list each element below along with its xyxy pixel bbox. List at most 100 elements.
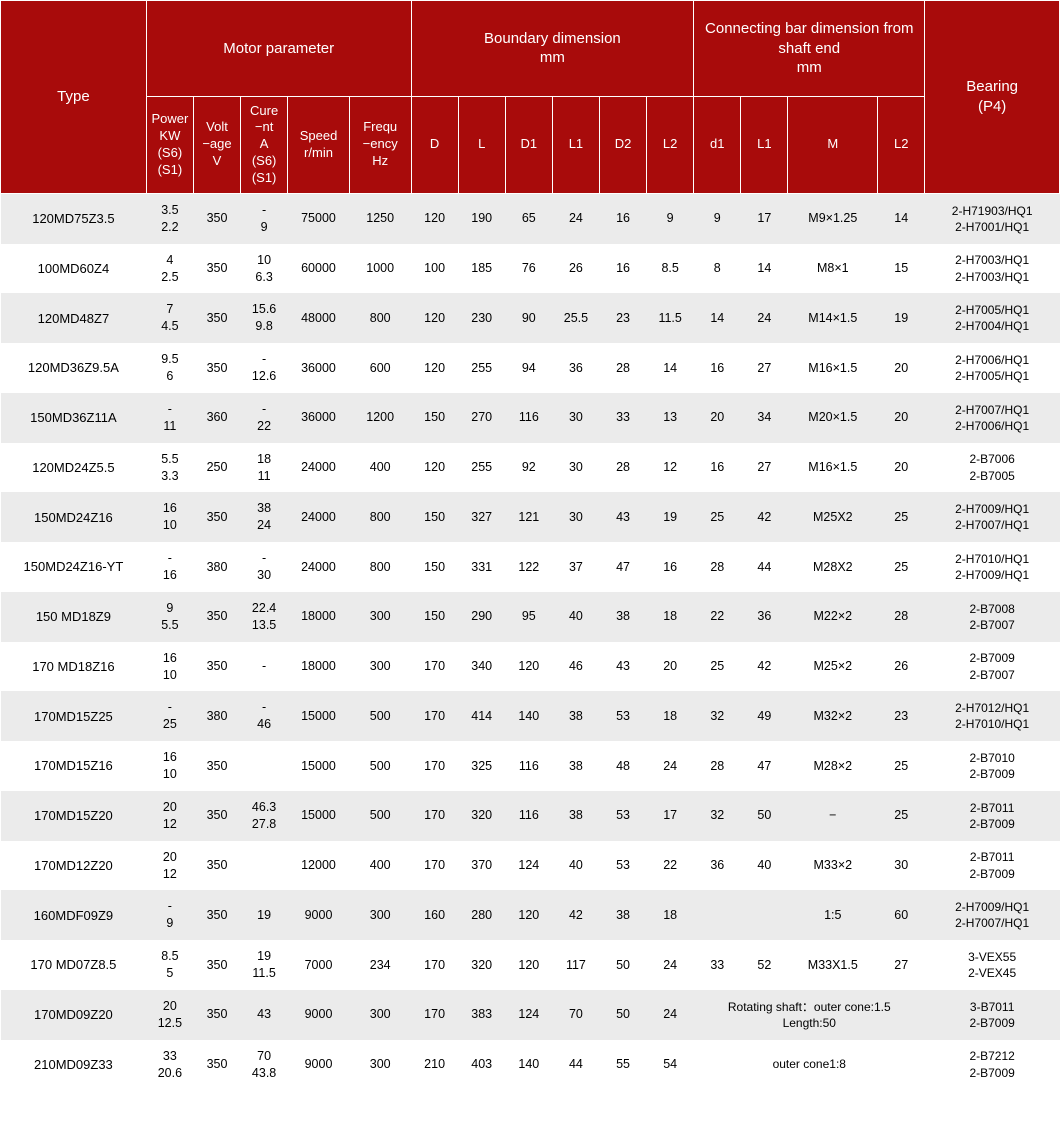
table-header: Type Motor parameter Boundary dimensionm…: [1, 1, 1060, 194]
cell: 25: [878, 791, 925, 841]
cell-note: Rotating shaft：outer cone:1.5Length:50: [694, 990, 925, 1040]
cell: 42: [552, 890, 599, 940]
header-boundary-group: Boundary dimensionmm: [411, 1, 694, 97]
cell: 327: [458, 492, 505, 542]
cell: 500: [349, 791, 411, 841]
header-d1: d1: [694, 96, 741, 193]
cell: 36: [741, 592, 788, 642]
cell: 9000: [288, 890, 350, 940]
cell: 380: [193, 542, 240, 592]
cell: 170 MD18Z16: [1, 642, 147, 692]
table-row: 170MD12Z20201235012000400170370124405322…: [1, 841, 1060, 891]
cell: 70: [552, 990, 599, 1040]
cell: 350: [193, 244, 240, 294]
cell: 2-B70112-B7009: [925, 791, 1060, 841]
cell: 350: [193, 193, 240, 243]
cell: 350: [193, 990, 240, 1040]
cell: 270: [458, 393, 505, 443]
table-row: 150MD24Z16-YT-16380-30240008001503311223…: [1, 542, 1060, 592]
cell: 1610: [146, 642, 193, 692]
cell: 2012.5: [146, 990, 193, 1040]
cell: 16: [647, 542, 694, 592]
cell: 24: [552, 193, 599, 243]
header-L2b: L2: [647, 96, 694, 193]
cell: 290: [458, 592, 505, 642]
cell: M28×2: [788, 741, 878, 791]
cell: 16: [694, 443, 741, 493]
cell: 150: [411, 492, 458, 542]
cell: 17: [741, 193, 788, 243]
cell: 20: [878, 393, 925, 443]
cell: 90: [505, 293, 552, 343]
table-row: 120MD48Z774.535015.69.848000800120230902…: [1, 293, 1060, 343]
cell: 370: [458, 841, 505, 891]
motor-spec-table: Type Motor parameter Boundary dimensionm…: [0, 0, 1060, 1089]
cell: 120MD48Z7: [1, 293, 147, 343]
cell: 383: [458, 990, 505, 1040]
cell: 44: [741, 542, 788, 592]
cell: 95: [505, 592, 552, 642]
cell: -22: [241, 393, 288, 443]
cell: 350: [193, 343, 240, 393]
cell: 20: [694, 393, 741, 443]
cell: 95.5: [146, 592, 193, 642]
cell: 2-H7012/HQ12-H7010/HQ1: [925, 691, 1060, 741]
cell: 2012: [146, 791, 193, 841]
cell: 300: [349, 890, 411, 940]
cell: 1610: [146, 492, 193, 542]
cell: 40: [552, 592, 599, 642]
cell: 53: [599, 791, 646, 841]
cell: 42: [741, 642, 788, 692]
table-row: 170MD15Z20201235046.327.8150005001703201…: [1, 791, 1060, 841]
cell: [694, 890, 741, 940]
cell: 230: [458, 293, 505, 343]
cell: 36000: [288, 343, 350, 393]
cell: -: [241, 642, 288, 692]
cell: 2-B72122-B7009: [925, 1040, 1060, 1090]
cell: 28: [878, 592, 925, 642]
cell: 42: [741, 492, 788, 542]
cell: 100MD60Z4: [1, 244, 147, 294]
cell: M14×1.5: [788, 293, 878, 343]
cell: 350: [193, 890, 240, 940]
cell: 18000: [288, 592, 350, 642]
cell: 9: [694, 193, 741, 243]
header-volt: Volt−ageV: [193, 96, 240, 193]
cell: 38: [599, 890, 646, 940]
cell: 500: [349, 691, 411, 741]
cell: 47: [741, 741, 788, 791]
cell: [241, 741, 288, 791]
cell: 74.5: [146, 293, 193, 343]
cell: 170: [411, 791, 458, 841]
cell: 46.327.8: [241, 791, 288, 841]
table-row: 170MD15Z16161035015000500170325116384824…: [1, 741, 1060, 791]
cell: 24: [647, 741, 694, 791]
cell: 22: [647, 841, 694, 891]
cell: 28: [694, 741, 741, 791]
cell: 210: [411, 1040, 458, 1090]
cell: 120MD75Z3.5: [1, 193, 147, 243]
cell: 27: [741, 343, 788, 393]
cell: 250: [193, 443, 240, 493]
table-row: 150MD24Z16161035038242400080015032712130…: [1, 492, 1060, 542]
cell: -9: [146, 890, 193, 940]
cell: 414: [458, 691, 505, 741]
header-speed: Speedr/min: [288, 96, 350, 193]
cell: 320: [458, 791, 505, 841]
cell: 1200: [349, 393, 411, 443]
cell: 53: [599, 841, 646, 891]
cell: 53: [599, 691, 646, 741]
cell: 170: [411, 691, 458, 741]
header-motor-group: Motor parameter: [146, 1, 411, 97]
header-L2c: L2: [878, 96, 925, 193]
header-D2: D2: [599, 96, 646, 193]
cell: 170: [411, 940, 458, 990]
cell: 19: [647, 492, 694, 542]
header-conn-group: Connecting bar dimension from shaft endm…: [694, 1, 925, 97]
cell-note: outer cone1:8: [694, 1040, 925, 1090]
cell: M22×2: [788, 592, 878, 642]
cell: 350: [193, 492, 240, 542]
cell: 19: [241, 890, 288, 940]
cell: 2-B70112-B7009: [925, 841, 1060, 891]
cell: 38: [599, 592, 646, 642]
